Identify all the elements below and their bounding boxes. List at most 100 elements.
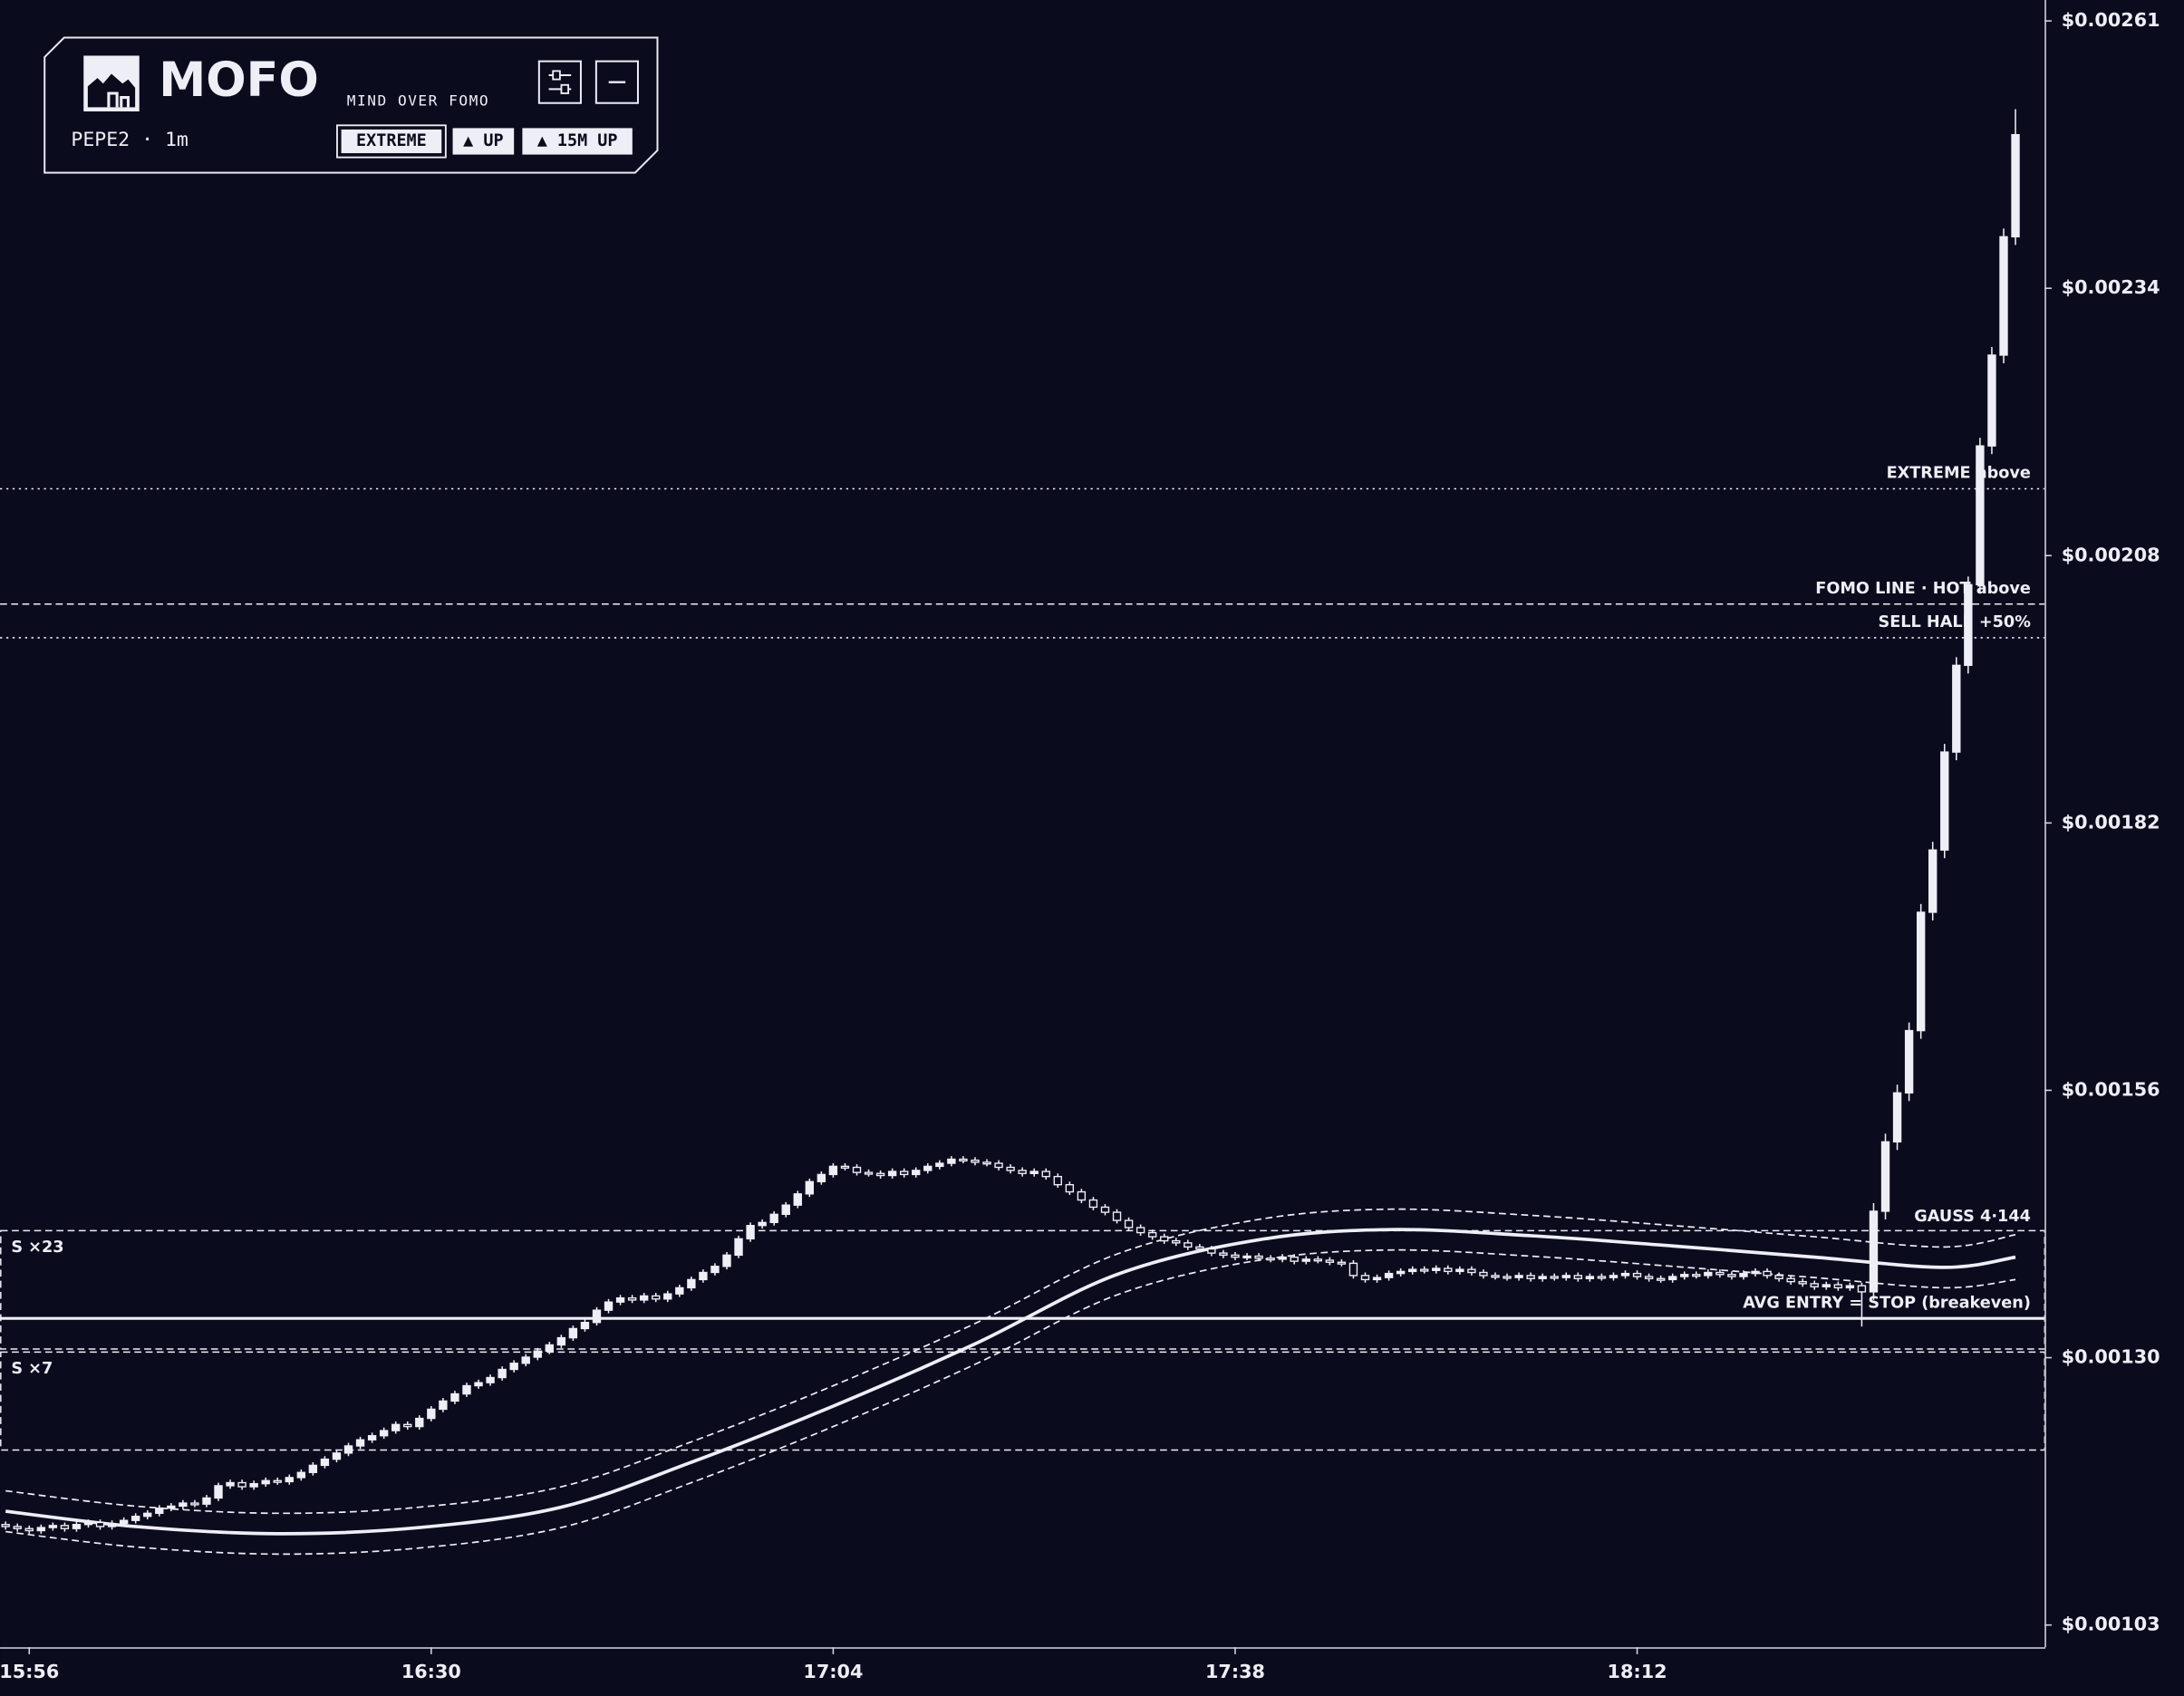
candle-body xyxy=(1053,1175,1062,1186)
candle-body xyxy=(332,1452,342,1460)
y-tick-label: $0.00182 xyxy=(2062,811,2160,833)
candle-body xyxy=(687,1278,696,1289)
candle-body xyxy=(285,1477,294,1483)
candle-body xyxy=(1455,1268,1464,1273)
candle-body xyxy=(912,1170,921,1176)
zone xyxy=(0,1351,2045,1451)
candle-body xyxy=(1325,1259,1335,1263)
settings-button[interactable] xyxy=(537,60,582,104)
candle-body xyxy=(1,1524,10,1527)
minimize-button[interactable] xyxy=(594,60,639,104)
candle-body xyxy=(817,1173,826,1182)
candle-body xyxy=(663,1293,672,1300)
candle-body xyxy=(379,1430,389,1437)
candle-body xyxy=(1704,1271,1713,1277)
candle-body xyxy=(1491,1275,1500,1278)
candle-body xyxy=(1833,1284,1843,1289)
candle-body xyxy=(1160,1236,1169,1242)
band-upper xyxy=(5,1208,2016,1515)
candle-body xyxy=(615,1296,625,1303)
candle-body xyxy=(1999,236,2008,356)
badge xyxy=(452,128,515,155)
candle-body xyxy=(805,1180,815,1195)
header-panel: MOFO MIND OVER FOMO PEPE2 · 1m EXTREME ▲… xyxy=(43,36,659,174)
candle-body xyxy=(391,1423,401,1431)
candle-body xyxy=(935,1162,944,1168)
candle-body xyxy=(556,1336,566,1346)
candle-body xyxy=(202,1497,211,1505)
candle-body xyxy=(521,1356,530,1364)
candle-body xyxy=(167,1505,176,1509)
candle-body xyxy=(545,1344,554,1352)
candle-body xyxy=(13,1526,22,1529)
candle-body xyxy=(1976,445,1985,586)
candle-body xyxy=(1573,1275,1583,1279)
candle-body xyxy=(403,1423,412,1428)
candle-body xyxy=(699,1271,708,1281)
candle-body xyxy=(48,1525,58,1528)
level-label: SELL HALF +50% xyxy=(1879,613,2032,631)
candle-body xyxy=(840,1165,850,1169)
candle-body xyxy=(1313,1258,1322,1262)
candle-body xyxy=(1964,583,1973,667)
candle-body xyxy=(1810,1283,1819,1287)
candle-body xyxy=(781,1204,790,1216)
candle-body xyxy=(982,1161,991,1165)
candle-body xyxy=(462,1384,471,1395)
candle-body xyxy=(226,1481,235,1487)
candle-body xyxy=(1467,1268,1476,1274)
candle-body xyxy=(923,1165,933,1171)
candle-body xyxy=(887,1171,897,1177)
candle-body xyxy=(971,1159,980,1163)
badge-label: EXTREME xyxy=(356,131,427,150)
candle-body xyxy=(131,1516,140,1521)
candle-body xyxy=(2011,133,2020,237)
y-tick-label: $0.00130 xyxy=(2062,1346,2160,1368)
candle-body xyxy=(1904,1029,1914,1094)
badge-label: ▲ UP xyxy=(463,131,503,150)
candle-body xyxy=(1526,1275,1535,1279)
candle-body xyxy=(261,1479,270,1485)
candle-body xyxy=(1242,1255,1251,1259)
candle-body xyxy=(214,1485,223,1499)
candle-body xyxy=(1018,1170,1027,1174)
candle-body xyxy=(1172,1239,1181,1244)
candle-body xyxy=(734,1238,743,1257)
band-lower xyxy=(5,1248,2016,1556)
candle-body xyxy=(1550,1276,1559,1279)
candle-body xyxy=(1301,1258,1310,1262)
badge xyxy=(341,129,442,154)
candle-body xyxy=(1952,664,1961,753)
candle-body xyxy=(343,1445,353,1454)
candle-body xyxy=(1254,1255,1263,1259)
settings-button-frame[interactable] xyxy=(537,60,582,104)
candle-body xyxy=(1360,1275,1370,1281)
candle-body xyxy=(296,1471,306,1479)
candle-body xyxy=(639,1295,649,1301)
candle-body xyxy=(119,1519,129,1525)
candle-body xyxy=(1857,1285,1867,1293)
candle-body xyxy=(1668,1276,1677,1281)
candle-body xyxy=(24,1527,34,1532)
candle-body xyxy=(1372,1277,1382,1281)
candle-body xyxy=(1407,1268,1417,1273)
candle-body xyxy=(1798,1280,1807,1285)
candle-body xyxy=(604,1301,614,1311)
candle-body xyxy=(1597,1276,1607,1279)
zone-label: S ×7 xyxy=(11,1360,53,1378)
settings-knob xyxy=(552,70,561,81)
candle-body xyxy=(1538,1276,1547,1279)
candle-body xyxy=(769,1213,778,1224)
candle-body xyxy=(427,1408,436,1420)
candle-body xyxy=(1278,1256,1287,1260)
candle-body xyxy=(1869,1210,1879,1293)
candle-body xyxy=(1266,1258,1275,1261)
candle-body xyxy=(710,1266,720,1274)
candle-body xyxy=(758,1221,767,1227)
badge xyxy=(522,128,633,155)
candle-body xyxy=(1135,1227,1145,1234)
candle-body xyxy=(1715,1271,1725,1276)
candle-body xyxy=(474,1382,483,1387)
